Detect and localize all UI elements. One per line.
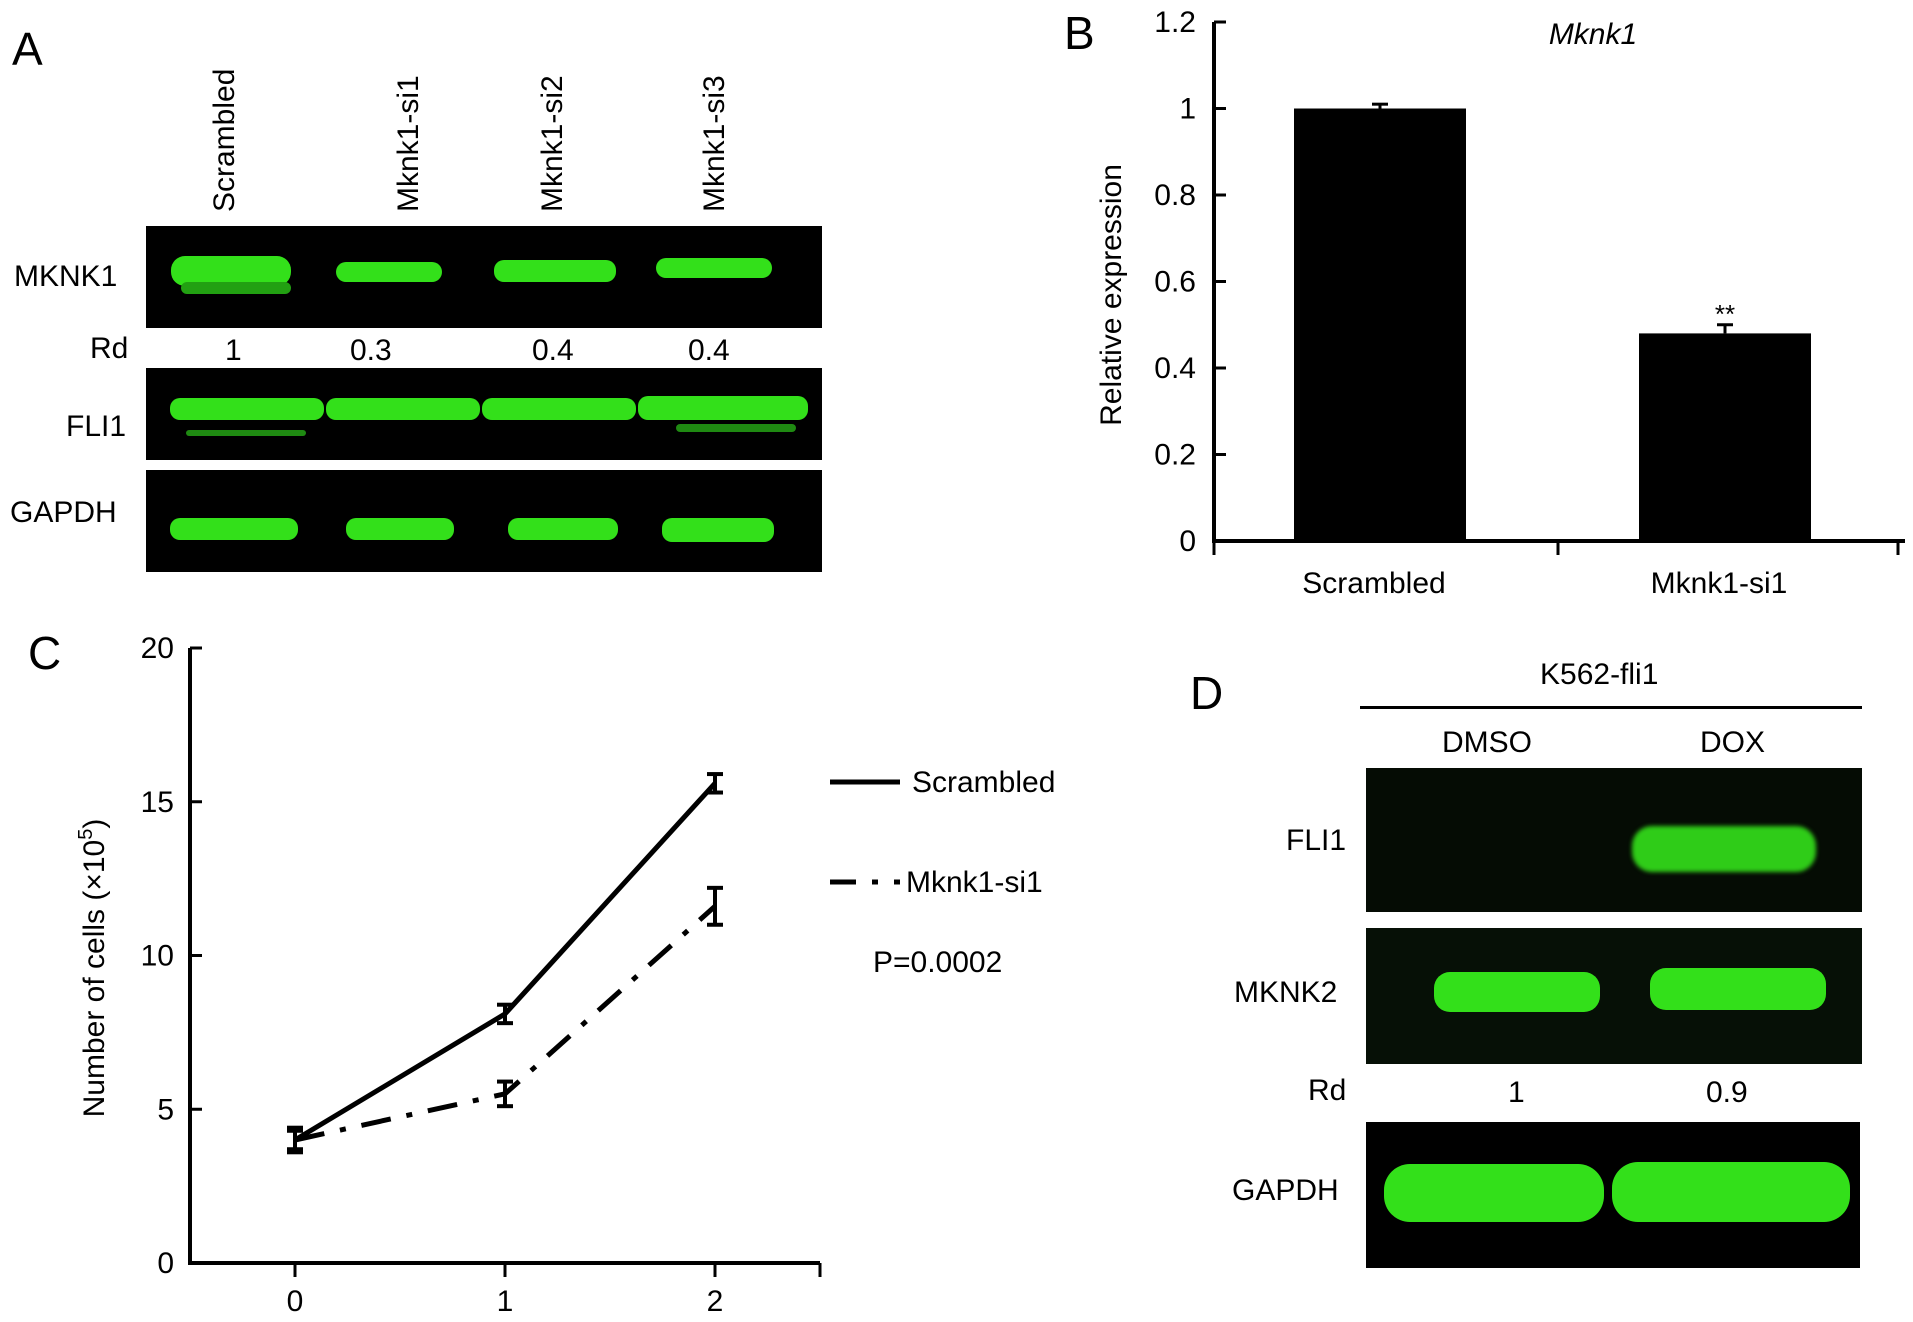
blot-gapdh-d [1366,1122,1860,1268]
category-label: Mknk1-si1 [1651,567,1788,600]
band [1632,826,1816,872]
group-label: K562-fli1 [1540,658,1659,691]
band [508,518,618,540]
axes: 0 5 10 15 20 0 1 2 [141,632,822,1318]
bar-1 [1639,333,1811,541]
legend-label-1: Mknk1-si1 [906,866,1043,899]
band [662,518,774,542]
rd-value-a-1: 1 [225,334,242,367]
y-tick-label: 15 [141,786,174,819]
blot-label-mknk2: MKNK2 [1234,976,1338,1009]
blot-fli1 [146,368,822,460]
band [1612,1162,1850,1222]
bar-chart-b: Mknk1 Relative expression 0 0.2 0.4 0.6 0.8 1… [1095,6,1905,600]
panel-b-label: B [1064,7,1095,59]
band [676,424,796,432]
y-tick-label: 0 [1179,525,1196,558]
legend-label-0: Scrambled [912,766,1055,799]
blot-mknk1 [146,226,822,328]
blot-label-fli1: FLI1 [66,410,127,443]
chart-title: Mknk1 [1549,18,1637,51]
blot-mknk2 [1366,928,1862,1064]
bars: Scrambled ** Mknk1-si1 [1294,102,1811,600]
y-tick-label: 20 [141,632,174,665]
blot-label-fli1-d: FLI1 [1286,824,1347,857]
band [171,256,291,286]
y-tick-label: 1 [1179,93,1196,126]
rd-value-d-2: 0.9 [1706,1076,1748,1109]
band [181,282,291,294]
group-bracket-line [1360,706,1862,709]
line-chart-c: Number of cells (×105) 0 5 10 15 20 0 1 2 Scram… [75,632,1055,1318]
rd-label-d: Rd [1308,1074,1347,1107]
y-tick-label: 10 [141,940,174,973]
rd-value-a-2: 0.3 [350,334,392,367]
series-lines [287,772,723,1155]
y-tick-label: 0.8 [1154,179,1196,212]
panel-a-label: A [12,23,43,75]
significance-label: ** [1715,299,1735,329]
panel-c-label: C [28,627,62,679]
category-label: Scrambled [1302,567,1445,600]
band [336,262,442,282]
band [346,518,454,540]
y-tick-label: 0.4 [1154,352,1196,385]
y-tick-label: 1.2 [1154,6,1196,39]
y-axis-label: Number of cells (×105) [75,819,111,1118]
band [656,258,772,278]
x-tick-label: 2 [707,1285,724,1318]
rd-label-a: Rd [90,332,129,365]
band [494,260,616,282]
x-tick-label: 1 [497,1285,514,1318]
axes: 0 0.2 0.4 0.6 0.8 1 1.2 [1154,6,1905,558]
band [638,396,808,420]
rd-value-a-4: 0.4 [688,334,730,367]
lane-label-dmso: DMSO [1442,726,1532,759]
y-axis-label: Relative expression [1095,164,1128,426]
panel-d-label: D [1190,667,1224,719]
lane-label-si3: Mknk1-si3 [698,75,731,212]
bar-0 [1294,108,1466,541]
lane-label-si2: Mknk1-si2 [536,75,569,212]
lane-label-si1: Mknk1-si1 [392,75,425,212]
x-tick-label: 0 [287,1285,304,1318]
y-tick-label: 0.6 [1154,266,1196,299]
legend: Scrambled Mknk1-si1 [830,766,1055,899]
band [326,398,480,420]
blot-gapdh-a [146,470,822,572]
y-tick-label: 5 [157,1093,174,1126]
band [170,398,324,420]
band [186,430,306,436]
rd-value-a-3: 0.4 [532,334,574,367]
p-value-annotation: P=0.0002 [873,946,1002,979]
band [1650,968,1826,1010]
y-tick-label: 0.2 [1154,439,1196,472]
blot-label-gapdh: GAPDH [10,496,117,529]
band [1384,1164,1604,1222]
band [1434,972,1600,1012]
band [170,518,298,540]
band [482,398,636,420]
y-tick-label: 0 [157,1247,174,1280]
blot-label-gapdh-d: GAPDH [1232,1174,1339,1207]
rd-value-d-1: 1 [1508,1076,1525,1109]
blot-fli1-d [1366,768,1862,912]
lane-label-scrambled: Scrambled [208,68,241,212]
lane-label-dox: DOX [1700,726,1766,759]
blot-label-mknk1: MKNK1 [14,260,118,293]
